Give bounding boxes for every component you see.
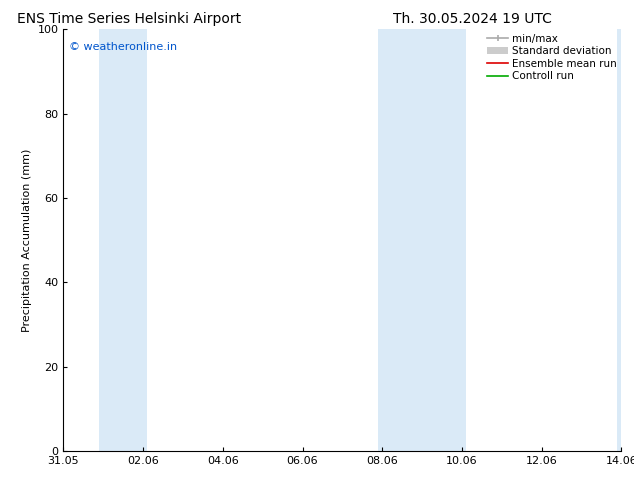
Text: Th. 30.05.2024 19 UTC: Th. 30.05.2024 19 UTC	[393, 12, 552, 26]
Text: ENS Time Series Helsinki Airport: ENS Time Series Helsinki Airport	[16, 12, 241, 26]
Bar	[618, 29, 621, 451]
Bar	[378, 29, 466, 451]
Legend: min/max, Standard deviation, Ensemble mean run, Controll run: min/max, Standard deviation, Ensemble me…	[485, 31, 619, 83]
Bar	[100, 29, 147, 451]
Y-axis label: Precipitation Accumulation (mm): Precipitation Accumulation (mm)	[22, 148, 32, 332]
Text: © weatheronline.in: © weatheronline.in	[69, 42, 177, 52]
